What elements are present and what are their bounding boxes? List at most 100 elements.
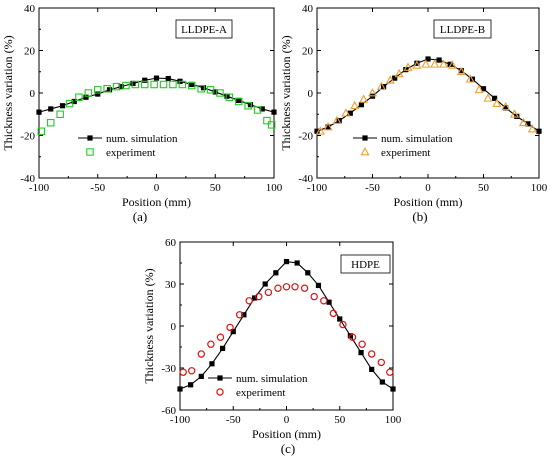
x-tick-label: 100 bbox=[385, 414, 402, 426]
y-tick-label: 40 bbox=[24, 3, 36, 15]
legend-label: num. simulation bbox=[106, 133, 178, 145]
data-point bbox=[359, 94, 369, 103]
data-point bbox=[282, 283, 291, 291]
data-point bbox=[465, 74, 475, 83]
y-tick-label: 0 bbox=[30, 88, 36, 100]
y-tick-label: -20 bbox=[20, 131, 35, 143]
data-point bbox=[510, 109, 520, 118]
data-point bbox=[314, 128, 320, 134]
data-point bbox=[235, 311, 244, 319]
data-point bbox=[347, 110, 353, 116]
data-point bbox=[337, 316, 343, 322]
data-point bbox=[358, 340, 366, 348]
panel-caption: (a) bbox=[133, 209, 147, 224]
x-tick-label: -100 bbox=[170, 414, 191, 426]
data-point bbox=[103, 85, 111, 93]
data-point bbox=[141, 80, 149, 89]
data-point bbox=[492, 95, 498, 101]
data-point bbox=[536, 128, 542, 134]
data-point bbox=[320, 297, 328, 305]
x-tick-label: 100 bbox=[531, 182, 548, 194]
data-point bbox=[414, 60, 420, 66]
legend-label: experiment bbox=[236, 387, 285, 399]
legend-label: experiment bbox=[106, 147, 155, 159]
data-point bbox=[177, 386, 183, 392]
data-point bbox=[122, 81, 130, 90]
data-point bbox=[263, 116, 271, 125]
series-line bbox=[179, 261, 394, 390]
data-point bbox=[474, 84, 484, 94]
legend-marker bbox=[87, 135, 93, 141]
data-point bbox=[259, 106, 265, 112]
data-point bbox=[300, 284, 309, 292]
data-point bbox=[212, 89, 218, 95]
y-tick-label: 20 bbox=[302, 46, 314, 58]
data-point bbox=[501, 101, 511, 111]
legend-entry: experiment bbox=[360, 147, 430, 159]
data-point bbox=[198, 373, 204, 379]
data-point bbox=[350, 100, 360, 110]
data-point bbox=[390, 386, 396, 392]
data-point bbox=[247, 102, 254, 108]
data-point bbox=[179, 368, 187, 376]
legend-marker bbox=[216, 388, 224, 396]
data-point bbox=[326, 299, 332, 305]
data-point bbox=[323, 122, 333, 131]
data-point bbox=[112, 82, 121, 91]
data-point bbox=[492, 98, 502, 107]
data-point bbox=[310, 292, 318, 301]
data-point bbox=[377, 358, 385, 367]
material-label-box bbox=[340, 254, 391, 274]
data-point bbox=[200, 85, 207, 91]
data-point bbox=[142, 77, 148, 83]
legend-marker bbox=[217, 375, 223, 381]
data-point bbox=[224, 93, 230, 99]
y-tick-label: -60 bbox=[161, 405, 176, 417]
data-point bbox=[421, 59, 431, 68]
data-point bbox=[36, 109, 42, 115]
data-point bbox=[188, 81, 196, 90]
data-point bbox=[341, 108, 351, 117]
legend-entry: num. simulation bbox=[353, 133, 453, 145]
x-axis-label: Position (mm) bbox=[393, 195, 462, 209]
data-point bbox=[262, 281, 268, 287]
legend-marker bbox=[86, 148, 94, 156]
panel-caption: (c) bbox=[281, 441, 295, 456]
data-point bbox=[412, 60, 422, 69]
series-experiment bbox=[315, 59, 537, 135]
data-point bbox=[84, 89, 93, 97]
data-point bbox=[169, 80, 177, 89]
data-point bbox=[245, 297, 253, 305]
x-axis-label: Position (mm) bbox=[252, 427, 321, 441]
data-point bbox=[226, 323, 234, 332]
data-point bbox=[291, 283, 299, 291]
legend-marker bbox=[362, 135, 368, 141]
data-point bbox=[386, 368, 394, 376]
data-point bbox=[325, 124, 331, 130]
x-tick-label: -100 bbox=[307, 182, 328, 194]
y-tick-label: 60 bbox=[165, 237, 177, 249]
data-point bbox=[244, 102, 252, 110]
data-point bbox=[251, 295, 258, 301]
data-point bbox=[392, 75, 398, 81]
data-point bbox=[130, 80, 136, 87]
data-point bbox=[48, 106, 54, 112]
x-tick-label: -50 bbox=[90, 182, 105, 194]
series-num-simulation bbox=[177, 259, 396, 392]
data-point bbox=[368, 350, 376, 358]
data-point bbox=[59, 103, 66, 109]
legend-entry: experiment bbox=[86, 147, 155, 159]
series-line bbox=[38, 77, 275, 113]
data-point bbox=[209, 361, 215, 367]
data-point bbox=[305, 270, 311, 276]
data-point bbox=[425, 56, 431, 62]
chart-panel-1: -100 -50 0 50 100 -40 -20 0 20 40 Position (mm) Thi… bbox=[1, 3, 283, 224]
data-point bbox=[480, 86, 487, 92]
data-point bbox=[456, 66, 466, 76]
y-tick-label: 40 bbox=[302, 3, 314, 15]
data-point bbox=[131, 80, 140, 89]
x-tick-label: -100 bbox=[29, 182, 50, 194]
x-tick-label: 50 bbox=[478, 182, 490, 194]
data-point bbox=[358, 350, 364, 356]
material-label: HDPE bbox=[351, 259, 380, 271]
